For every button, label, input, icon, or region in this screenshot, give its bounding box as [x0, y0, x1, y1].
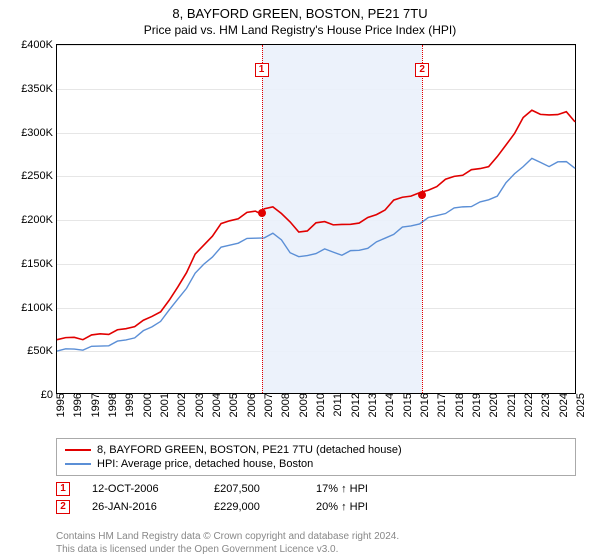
x-tick-label: 2014 — [382, 393, 396, 417]
x-tick-label: 1999 — [122, 393, 136, 417]
sale-price: £229,000 — [214, 501, 294, 513]
y-tick-label: £400K — [21, 39, 57, 51]
x-tick-label: 2023 — [538, 393, 552, 417]
x-tick-label: 1998 — [105, 393, 119, 417]
x-tick-label: 2011 — [330, 393, 344, 417]
x-tick-label: 2016 — [417, 393, 431, 417]
x-tick-label: 2020 — [486, 393, 500, 417]
x-tick-label: 2025 — [573, 393, 587, 417]
legend-item: HPI: Average price, detached house, Bost… — [65, 457, 567, 471]
x-tick-label: 2005 — [226, 393, 240, 417]
sale-dot — [258, 209, 266, 217]
x-tick-label: 2004 — [209, 393, 223, 417]
legend-swatch — [65, 449, 91, 451]
x-tick-label: 2021 — [504, 393, 518, 417]
footer: Contains HM Land Registry data © Crown c… — [56, 530, 576, 556]
y-tick-label: £250K — [21, 170, 57, 182]
sales-table: 1 12-OCT-2006 £207,500 17% ↑ HPI 2 26-JAN-201… — [56, 480, 576, 516]
x-tick-label: 2000 — [140, 393, 154, 417]
sale-row: 2 26-JAN-2016 £229,000 20% ↑ HPI — [56, 498, 576, 516]
chart-series — [57, 45, 575, 393]
x-tick-label: 2001 — [157, 393, 171, 417]
legend-swatch — [65, 463, 91, 465]
x-tick-label: 2017 — [434, 393, 448, 417]
sale-delta: 20% ↑ HPI — [316, 501, 368, 513]
sale-marker-ref: 2 — [56, 500, 70, 514]
x-tick-label: 2006 — [244, 393, 258, 417]
y-tick-label: £200K — [21, 214, 57, 226]
sale-dot — [418, 191, 426, 199]
footer-line-1: Contains HM Land Registry data © Crown c… — [56, 530, 576, 543]
x-tick-label: 2022 — [521, 393, 535, 417]
series-hpi — [57, 158, 575, 351]
y-tick-label: £50K — [27, 345, 57, 357]
x-tick-label: 2007 — [261, 393, 275, 417]
x-tick-label: 2018 — [452, 393, 466, 417]
x-tick-label: 2019 — [469, 393, 483, 417]
x-tick-label: 1995 — [53, 393, 67, 417]
sale-date: 12-OCT-2006 — [92, 483, 192, 495]
y-tick-label: £100K — [21, 302, 57, 314]
event-line — [262, 45, 263, 393]
event-marker: 1 — [255, 63, 269, 77]
sale-date: 26-JAN-2016 — [92, 501, 192, 513]
event-marker: 2 — [415, 63, 429, 77]
x-tick-label: 2024 — [556, 393, 570, 417]
legend-label: HPI: Average price, detached house, Bost… — [97, 458, 313, 470]
series-price_paid — [57, 110, 575, 339]
sale-row: 1 12-OCT-2006 £207,500 17% ↑ HPI — [56, 480, 576, 498]
x-tick-label: 2013 — [365, 393, 379, 417]
x-tick-label: 2012 — [348, 393, 362, 417]
event-line — [422, 45, 423, 393]
x-tick-label: 2009 — [296, 393, 310, 417]
footer-line-2: This data is licensed under the Open Gov… — [56, 543, 576, 556]
x-tick-label: 2010 — [313, 393, 327, 417]
x-tick-label: 2015 — [400, 393, 414, 417]
x-tick-label: 2008 — [278, 393, 292, 417]
sale-delta: 17% ↑ HPI — [316, 483, 368, 495]
page-subtitle: Price paid vs. HM Land Registry's House … — [0, 21, 600, 37]
legend-label: 8, BAYFORD GREEN, BOSTON, PE21 7TU (deta… — [97, 444, 402, 456]
y-tick-label: £300K — [21, 127, 57, 139]
y-tick-label: £350K — [21, 83, 57, 95]
sale-marker-ref: 1 — [56, 482, 70, 496]
y-tick-label: £150K — [21, 258, 57, 270]
legend-item: 8, BAYFORD GREEN, BOSTON, PE21 7TU (deta… — [65, 443, 567, 457]
page-title: 8, BAYFORD GREEN, BOSTON, PE21 7TU — [0, 0, 600, 21]
x-tick-label: 2003 — [192, 393, 206, 417]
x-tick-label: 2002 — [174, 393, 188, 417]
x-tick-label: 1996 — [70, 393, 84, 417]
sale-price: £207,500 — [214, 483, 294, 495]
x-tick-label: 1997 — [88, 393, 102, 417]
legend: 8, BAYFORD GREEN, BOSTON, PE21 7TU (deta… — [56, 438, 576, 476]
chart: 12 £0£50K£100K£150K£200K£250K£300K£350K£… — [56, 44, 576, 394]
